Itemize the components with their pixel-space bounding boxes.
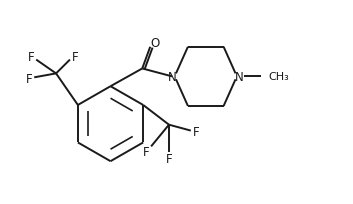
Text: F: F [26, 72, 32, 85]
Text: N: N [168, 71, 176, 83]
Text: CH₃: CH₃ [268, 72, 289, 82]
Text: F: F [28, 51, 35, 64]
Text: F: F [143, 145, 149, 158]
Text: F: F [166, 152, 172, 165]
Text: N: N [235, 71, 244, 83]
Text: F: F [72, 51, 78, 64]
Text: F: F [192, 125, 199, 138]
Text: O: O [150, 37, 160, 50]
